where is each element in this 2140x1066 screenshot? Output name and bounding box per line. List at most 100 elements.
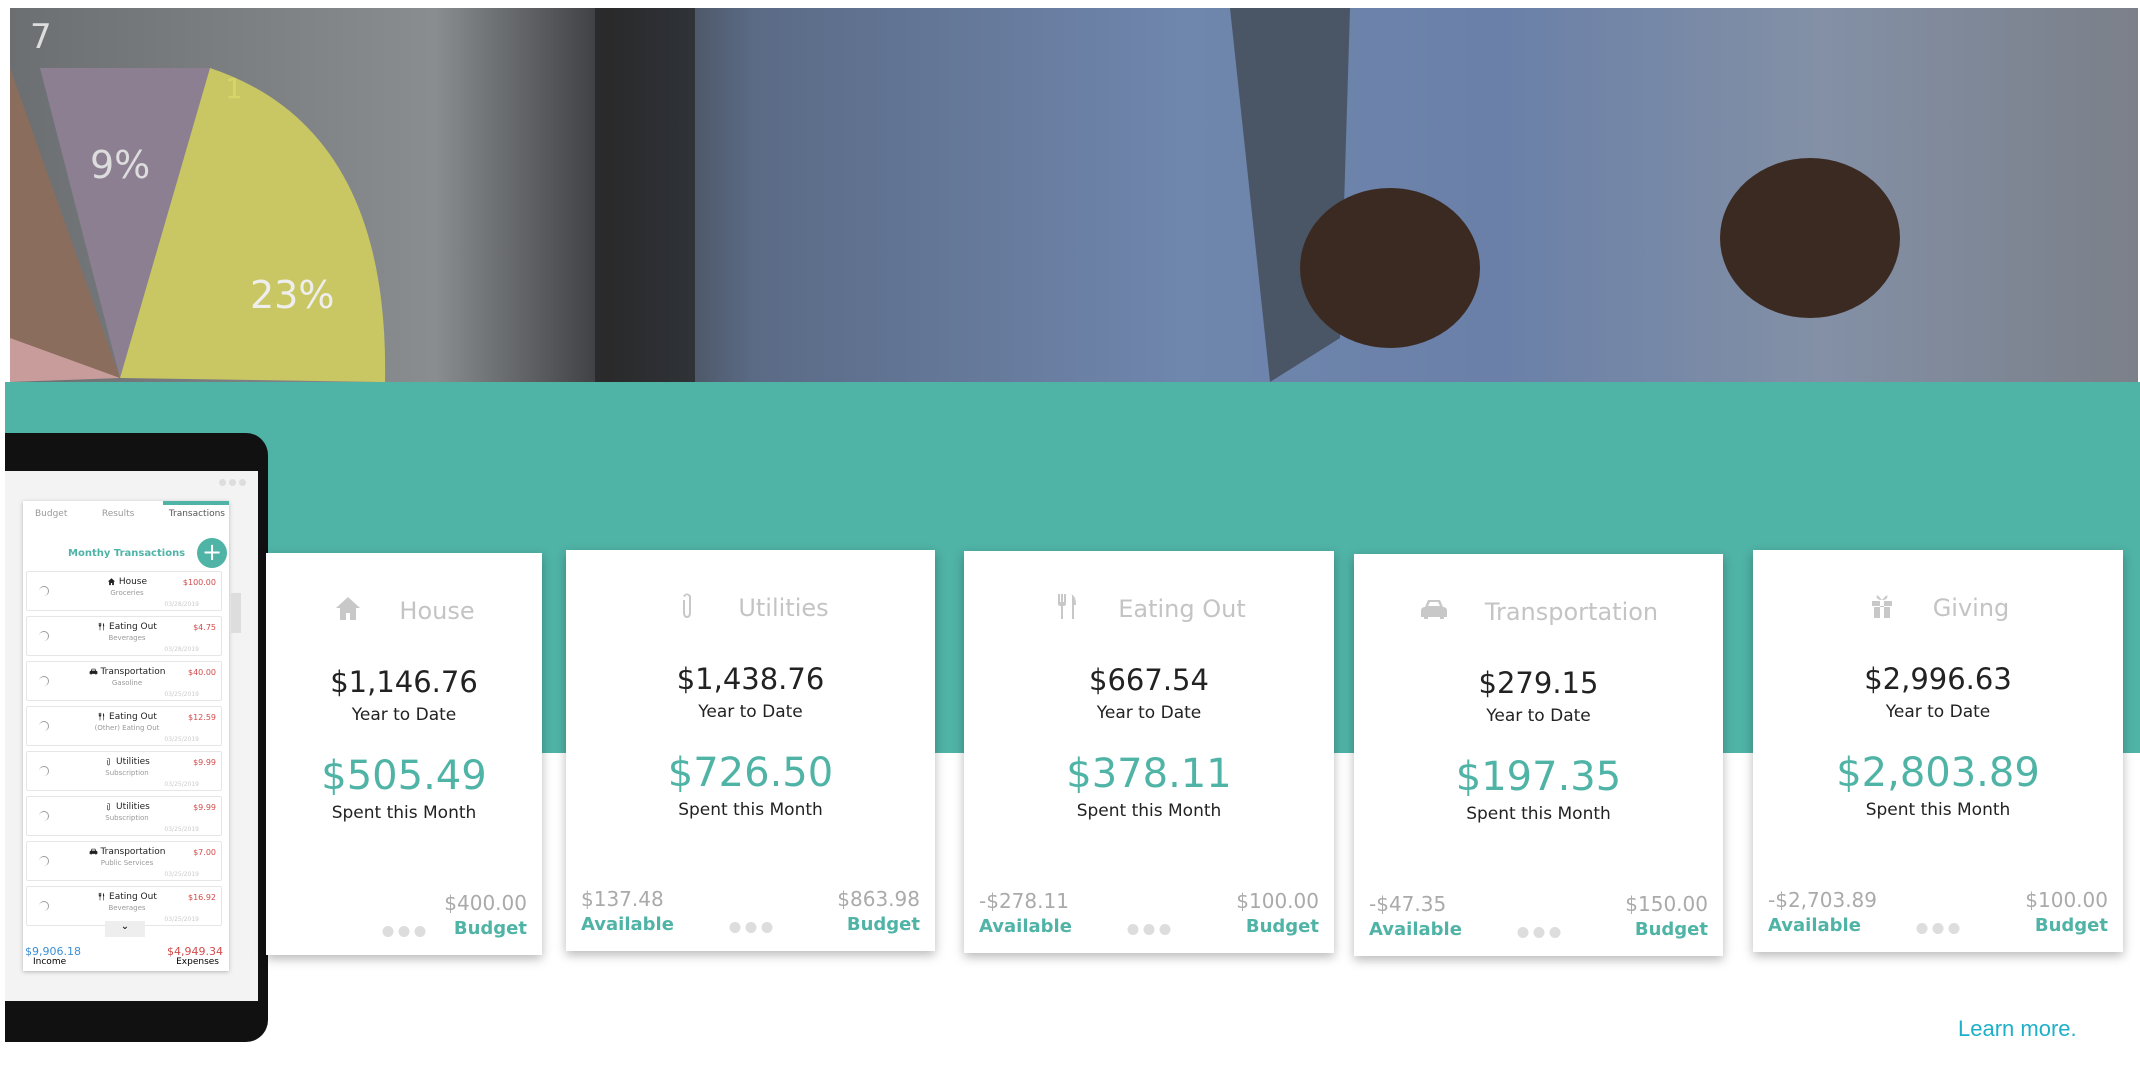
status-spinner-icon [39, 631, 49, 641]
utensils-icon [1052, 591, 1082, 627]
transaction-amount: $7.00 [193, 848, 216, 857]
budget-label: Budget [846, 914, 920, 935]
budget-card-utilities[interactable]: Utilities $1,438.76 Year to Date $726.50… [566, 550, 935, 951]
transaction-date: 03/25/2019 [164, 691, 199, 698]
status-spinner-icon [39, 721, 49, 731]
card-title: Eating Out [1118, 595, 1246, 623]
transaction-category: Eating Out [109, 712, 157, 722]
transaction-row[interactable]: Transportation Gasoline $40.00 03/25/201… [26, 661, 222, 701]
budget-amount: $150.00 [1625, 892, 1708, 916]
budget-card-giving[interactable]: Giving $2,996.63 Year to Date $2,803.89 … [1753, 550, 2123, 952]
transaction-date: 03/25/2019 [164, 826, 199, 833]
ytd-label: Year to Date [351, 705, 457, 725]
scroll-down-icon[interactable]: ⌄ [105, 921, 145, 937]
transaction-subcategory: Subscription [105, 769, 149, 777]
transaction-category: Transportation [100, 847, 166, 857]
budget-label: Budget [1634, 919, 1708, 940]
spent-amount: $2,803.89 [1836, 750, 2040, 796]
card-title: House [399, 597, 475, 625]
budget-label: Budget [453, 918, 527, 939]
tab-transactions[interactable]: Transactions [168, 509, 225, 519]
transaction-row[interactable]: Eating Out (Other) Eating Out $12.59 03/… [26, 706, 222, 746]
card-title: Transportation [1484, 598, 1659, 626]
transaction-category: Utilities [116, 802, 150, 812]
ytd-amount: $667.54 [1089, 663, 1209, 697]
ytd-amount: $1,146.76 [330, 665, 478, 699]
pie-chart [10, 68, 386, 382]
budget-card-transportation[interactable]: Transportation $279.15 Year to Date $197… [1354, 554, 1723, 956]
transaction-amount: $100.00 [182, 578, 216, 587]
car-icon [89, 667, 98, 679]
spent-amount: $378.11 [1066, 751, 1232, 797]
spent-amount: $505.49 [321, 753, 487, 799]
hero-photo: 7 1 9% 23% [10, 8, 1900, 382]
available-label: Available [979, 916, 1072, 937]
section-title: Monthy Transactions [68, 548, 186, 559]
budget-amount: $100.00 [1236, 889, 1319, 913]
transaction-date: 03/25/2019 [164, 781, 199, 788]
transaction-amount: $16.92 [188, 893, 216, 902]
more-options-icon[interactable] [1517, 927, 1560, 938]
budget-amount: $863.98 [837, 887, 920, 911]
spent-label: Spent this Month [1865, 800, 2011, 820]
status-spinner-icon [39, 901, 49, 911]
card-title: Utilities [738, 594, 829, 622]
transaction-row[interactable]: Utilities Subscription $9.99 03/25/2019 [26, 751, 222, 791]
transaction-amount: $9.99 [193, 803, 216, 812]
status-spinner-icon [39, 856, 49, 866]
ytd-label: Year to Date [1885, 702, 1991, 722]
utensils-icon [97, 712, 106, 724]
more-options-icon[interactable] [1127, 924, 1171, 935]
ytd-label: Year to Date [1096, 703, 1202, 723]
transaction-row[interactable]: Eating Out Beverages $16.92 03/25/2019 [26, 886, 222, 926]
available-amount: -$2,703.89 [1768, 888, 1878, 912]
transaction-row[interactable]: Transportation Public Services $7.00 03/… [26, 841, 222, 881]
spent-label: Spent this Month [331, 803, 477, 823]
ytd-amount: $279.15 [1478, 666, 1599, 700]
budget-card-eating-out[interactable]: Eating Out $667.54 Year to Date $378.11 … [964, 551, 1334, 953]
budget-card-house[interactable]: House $1,146.76 Year to Date $505.49 Spe… [266, 553, 542, 955]
transaction-category: Transportation [100, 667, 166, 677]
available-label: Available [1768, 915, 1861, 936]
tab-budget[interactable]: Budget [35, 509, 68, 519]
status-spinner-icon [39, 586, 49, 596]
more-icon[interactable] [219, 479, 246, 486]
transaction-amount: $4.75 [193, 623, 216, 632]
spent-label: Spent this Month [678, 800, 823, 820]
totals-footer: $9,906.18 Income $4,949.34 Expenses [23, 941, 229, 971]
transaction-date: 03/25/2019 [164, 736, 199, 743]
house-icon [333, 593, 363, 629]
transaction-category: Eating Out [109, 622, 157, 632]
available-label: Available [1369, 919, 1462, 940]
spent-amount: $197.35 [1455, 754, 1622, 800]
transaction-date: 03/25/2019 [164, 916, 199, 923]
income-label: Income [33, 957, 67, 967]
more-options-icon[interactable] [1916, 923, 1960, 934]
available-amount: -$278.11 [979, 889, 1069, 913]
ytd-label: Year to Date [698, 702, 803, 722]
expenses-label: Expenses [176, 957, 219, 967]
spent-label: Spent this Month [1076, 801, 1222, 821]
transaction-date: 03/28/2019 [164, 601, 199, 608]
available-amount: -$47.35 [1369, 892, 1447, 916]
gift-icon [1867, 590, 1897, 626]
transactions-app: Budget Results Transactions Monthy Trans… [23, 501, 241, 971]
transaction-date: 03/25/2019 [164, 871, 199, 878]
pie-label: 9% [90, 143, 150, 187]
transaction-row[interactable]: Utilities Subscription $9.99 03/25/2019 [26, 796, 222, 836]
more-options-icon[interactable] [729, 922, 772, 933]
transaction-subcategory: Gasoline [111, 679, 143, 687]
expenses-value: $4,949.34 [167, 945, 223, 958]
transaction-row[interactable]: Eating Out Beverages $4.75 03/28/2019 [26, 616, 222, 656]
scrollbar[interactable] [231, 581, 241, 941]
tab-results[interactable]: Results [101, 509, 135, 519]
learn-more-link[interactable]: Learn more. [1958, 1016, 2077, 1041]
add-transaction-button[interactable]: + [197, 538, 227, 568]
transaction-subcategory: Groceries [110, 589, 144, 597]
ytd-amount: $1,438.76 [676, 662, 825, 696]
transaction-subcategory: (Other) Eating Out [94, 724, 160, 732]
more-options-icon[interactable] [382, 926, 426, 937]
transaction-subcategory: Public Services [100, 859, 154, 867]
transaction-row[interactable]: House Groceries $100.00 03/28/2019 [26, 571, 222, 611]
car-icon [1419, 594, 1449, 630]
